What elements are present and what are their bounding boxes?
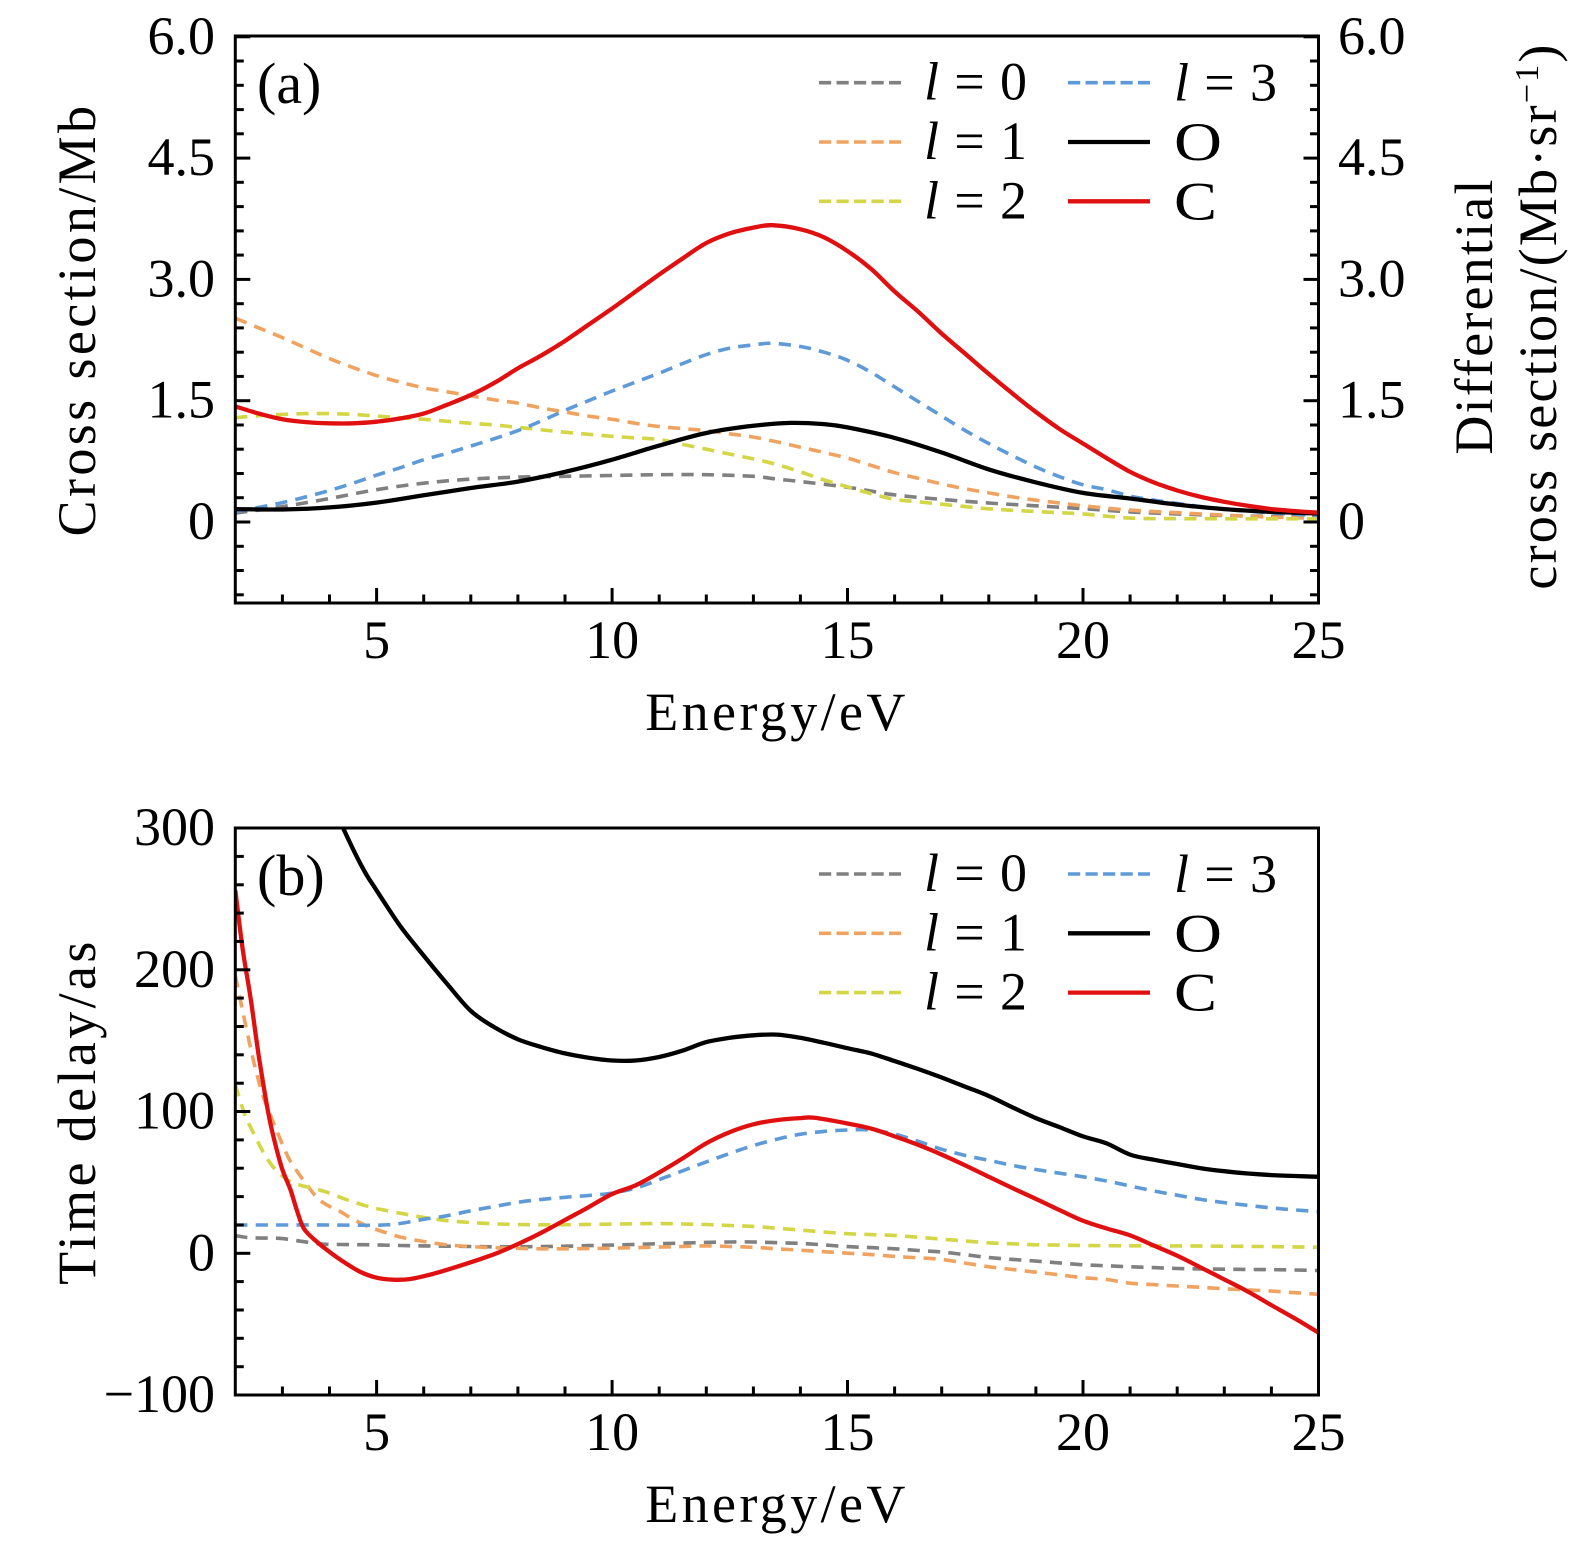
svg-text:l = 1: l = 1 (924, 111, 1027, 171)
svg-text:l = 3: l = 3 (1174, 53, 1277, 113)
svg-text:15: 15 (821, 1402, 875, 1462)
svg-text:10: 10 (585, 610, 639, 670)
svg-text:l = 2: l = 2 (924, 170, 1027, 230)
svg-text:10: 10 (585, 1402, 639, 1462)
svg-text:3.0: 3.0 (148, 248, 216, 308)
svg-text:20: 20 (1056, 610, 1110, 670)
svg-text:4.5: 4.5 (1338, 127, 1406, 187)
svg-text:25: 25 (1292, 610, 1346, 670)
svg-text:25: 25 (1292, 1402, 1346, 1462)
svg-text:0: 0 (188, 491, 215, 551)
svg-text:Cross section/Mb: Cross section/Mb (47, 103, 107, 537)
svg-text:0: 0 (1338, 491, 1365, 551)
svg-text:(a): (a) (257, 51, 321, 116)
svg-text:200: 200 (134, 939, 215, 999)
svg-text:5: 5 (363, 1402, 390, 1462)
svg-text:C: C (1174, 171, 1217, 231)
svg-text:l = 2: l = 2 (924, 962, 1027, 1022)
svg-text:l = 0: l = 0 (924, 843, 1027, 903)
svg-text:O: O (1174, 112, 1222, 172)
svg-text:300: 300 (134, 797, 215, 857)
svg-text:4.5: 4.5 (148, 127, 216, 187)
svg-text:0: 0 (188, 1222, 215, 1282)
svg-text:1.5: 1.5 (1338, 370, 1406, 430)
svg-text:l = 0: l = 0 (924, 52, 1027, 112)
svg-text:20: 20 (1056, 1402, 1110, 1462)
svg-text:15: 15 (821, 610, 875, 670)
svg-text:l = 1: l = 1 (924, 902, 1027, 962)
svg-text:Differentialcross section/(Mb·: Differentialcross section/(Mb·sr−1) (1444, 42, 1568, 589)
svg-text:1.5: 1.5 (148, 370, 216, 430)
svg-text:3.0: 3.0 (1338, 248, 1406, 308)
svg-text:6.0: 6.0 (1338, 6, 1406, 66)
svg-text:6.0: 6.0 (148, 6, 216, 66)
svg-text:Energy/eV: Energy/eV (645, 1474, 909, 1534)
svg-text:5: 5 (363, 610, 390, 670)
svg-text:(b): (b) (257, 843, 325, 908)
svg-text:−100: −100 (104, 1364, 215, 1424)
svg-text:Energy/eV: Energy/eV (645, 682, 909, 742)
svg-text:100: 100 (134, 1081, 215, 1141)
svg-text:C: C (1174, 963, 1217, 1023)
svg-text:l = 3: l = 3 (1174, 844, 1277, 904)
svg-text:O: O (1174, 903, 1222, 963)
svg-text:Time delay/as: Time delay/as (47, 938, 107, 1285)
